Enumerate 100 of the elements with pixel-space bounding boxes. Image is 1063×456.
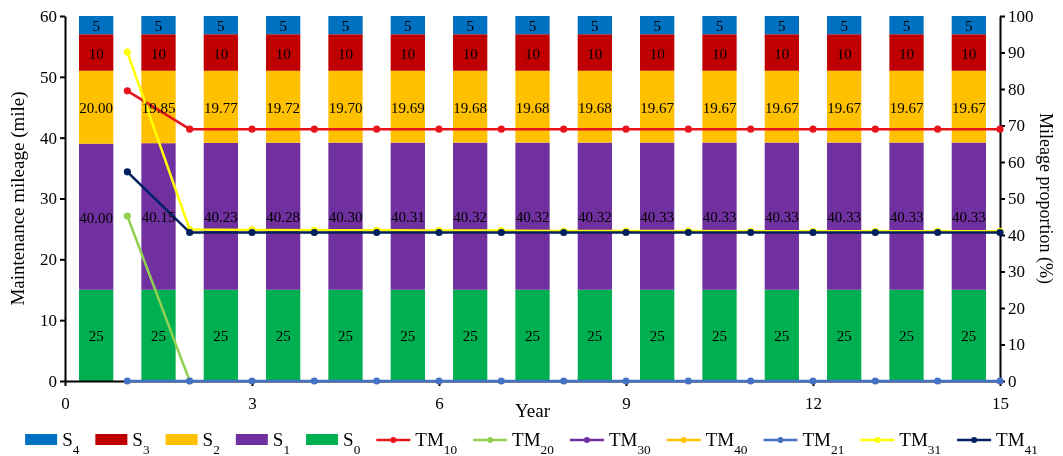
point [747,125,755,133]
data-label: 25 [961,328,977,345]
y2-tick-label: 80 [1008,79,1025,99]
data-label: 40.32 [453,209,488,226]
legend-label: TM$_{41}$ [996,429,1038,456]
legend-label: TM$_{10}$ [415,429,458,456]
data-label: 40.15 [141,209,176,226]
legend-label: TM$_{31}$ [899,429,942,456]
data-label: 10 [525,45,540,62]
y2-tick-label: 70 [1008,116,1025,136]
data-label: 25 [836,328,852,345]
data-label: 19.68 [577,99,612,116]
bar [203,34,238,71]
data-label: 19.67 [827,99,862,116]
point [123,48,131,56]
bar [951,70,986,143]
bar [141,143,176,290]
point [684,125,692,133]
data-label: 25 [400,328,416,345]
x-tick-label: 0 [61,394,70,414]
point [934,377,942,385]
data-label: 40.33 [764,209,799,226]
data-label: 10 [88,45,104,62]
data-label: 5 [653,18,661,35]
data-label: 40.33 [640,209,675,226]
data-label: 40.30 [328,209,363,226]
bar [764,70,799,143]
bar [951,289,986,381]
bar [515,16,550,35]
data-label: 10 [213,45,229,62]
bar [889,16,924,35]
bar [640,16,675,35]
data-label: 25 [899,328,914,345]
bar [141,16,176,35]
bar [764,16,799,35]
point [996,125,1004,133]
bar [640,289,675,381]
data-label: 40.33 [889,209,924,226]
bar [827,70,862,143]
data-label: 5 [902,18,911,35]
x-tick-label: 12 [805,394,822,414]
x-tick-label: 6 [435,394,444,414]
point [809,125,817,133]
data-label: 25 [338,328,353,345]
x-tick-label: 3 [248,394,257,414]
data-label: 19.70 [328,99,363,116]
y-tick-label: 0 [48,371,57,391]
bar [951,142,986,290]
bar [266,142,301,290]
data-label: 19.67 [702,99,737,116]
bar [702,16,737,35]
data-label: 10 [275,45,291,62]
point [871,377,879,385]
bar [702,70,737,143]
data-label: 5 [715,18,724,35]
data-label: 20.00 [79,100,114,117]
bar [827,142,862,290]
y-axis-title: Maintenance mileage (mile) [7,91,29,306]
bar [764,142,799,290]
point [934,125,942,133]
y2-tick-label: 100 [1008,6,1034,26]
data-label: 10 [774,45,790,62]
data-label: 19.68 [453,99,488,116]
bar [951,34,986,71]
data-label: 25 [525,328,540,345]
point [622,125,630,133]
y-tick-label: 20 [40,250,57,270]
data-label: 5 [404,18,412,35]
data-label: 10 [899,45,914,62]
data-label: 40.28 [266,209,301,226]
data-label: 25 [587,328,603,345]
data-label: 25 [712,328,727,345]
x-tick-label: 15 [992,394,1009,414]
bar [390,16,425,35]
point [310,377,318,385]
data-label: 40.33 [951,209,986,226]
data-label: 5 [466,18,474,35]
bar [764,34,799,71]
point [560,125,568,133]
point [310,125,318,133]
point [123,377,131,385]
bar [79,70,114,144]
bar [827,34,862,71]
data-label: 25 [88,328,104,345]
bar [328,34,363,71]
x-tick-label: 9 [622,394,631,414]
y-tick-label: 30 [40,189,57,209]
bar [577,16,612,35]
point [123,212,131,220]
data-label: 19.72 [266,99,301,116]
legend-label: TM$_{40}$ [705,429,748,456]
data-label: 5 [154,18,163,35]
legend-label: TM$_{30}$ [608,429,652,456]
data-label: 10 [587,45,603,62]
bar [453,34,488,71]
bar [203,142,238,290]
data-label: 40.33 [827,209,862,226]
data-label: 5 [965,18,973,35]
bar [702,142,737,290]
point [497,125,505,133]
